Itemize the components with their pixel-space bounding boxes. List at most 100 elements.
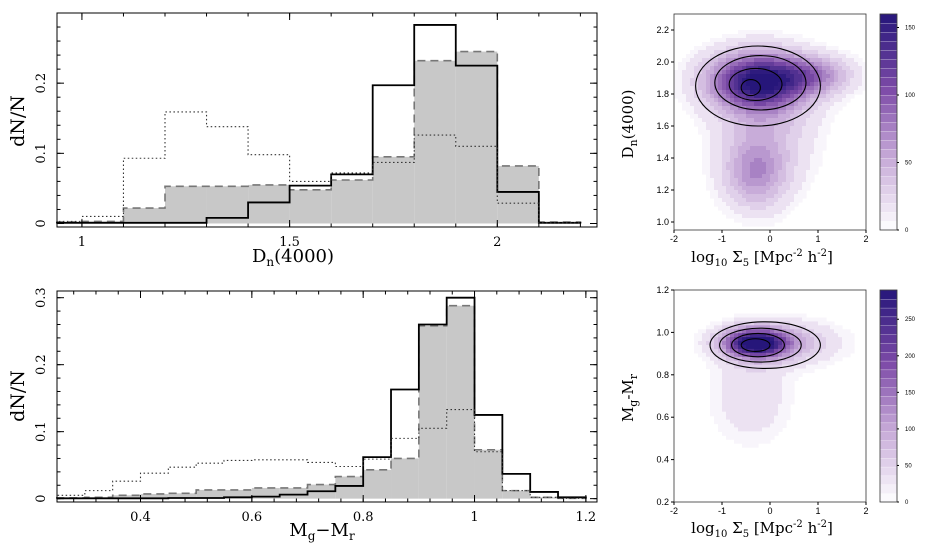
density-cell (778, 122, 783, 127)
density-cell (722, 364, 727, 370)
density-cell (730, 134, 735, 139)
density-cell (826, 90, 831, 95)
hist-bar (123, 208, 165, 224)
density-cell (754, 411, 759, 417)
density-cell (746, 403, 751, 409)
density-cell (710, 368, 715, 374)
density-cell (838, 341, 843, 346)
density-cell (790, 86, 795, 91)
density-cell (742, 134, 747, 139)
density-cell (754, 130, 759, 135)
density-cell (810, 42, 815, 47)
density-cell (774, 198, 779, 203)
density-cell (702, 98, 707, 103)
hist-bar (140, 493, 169, 499)
density-cell (718, 364, 723, 370)
density-cell (722, 154, 727, 159)
density-cell (702, 356, 707, 362)
density-cell (846, 329, 851, 334)
hist-bar (196, 489, 225, 499)
density-cell (730, 399, 735, 405)
density-cell (778, 186, 783, 191)
density-cell (766, 78, 771, 83)
density-cell (714, 150, 719, 155)
density-cell (714, 329, 719, 334)
density-cell (790, 352, 795, 358)
density-cell (762, 218, 767, 223)
density-cell (762, 146, 767, 151)
density-cell (754, 162, 759, 167)
density-cell (850, 94, 855, 99)
density-cell (722, 186, 727, 191)
density-cell (758, 194, 763, 199)
density-cell (738, 130, 743, 135)
density-cell (822, 46, 827, 51)
density-cell (762, 333, 767, 338)
density-cell (714, 82, 719, 87)
density-cell (706, 360, 711, 366)
density-cell (818, 321, 823, 326)
density-cell (710, 411, 715, 417)
density-cell (794, 90, 799, 95)
density-cell (826, 329, 831, 334)
density-cell (758, 313, 763, 319)
density-cell (726, 206, 731, 211)
density-cell (714, 364, 719, 370)
density-cell (746, 134, 751, 139)
density-cell (722, 54, 727, 59)
density-cell (734, 182, 739, 187)
density-cell (738, 70, 743, 75)
density-cell (702, 94, 707, 99)
density-cell (698, 122, 703, 127)
density-cell (678, 82, 683, 87)
density-cell (746, 154, 751, 159)
density-cell (802, 348, 807, 354)
density-cell (766, 66, 771, 71)
density-cell (726, 202, 731, 207)
density-cell (726, 344, 731, 350)
density-cell (782, 46, 787, 51)
density-cell (762, 86, 767, 91)
colorbar-segment (879, 493, 898, 503)
density-cell (702, 90, 707, 95)
density-cell (766, 30, 771, 35)
density-cell (702, 50, 707, 55)
density-cell (814, 126, 819, 131)
density-cell (762, 182, 767, 187)
density-cell (738, 114, 743, 119)
density-cell (734, 150, 739, 155)
density-cell (786, 74, 791, 79)
density-cell (710, 178, 715, 183)
density-cell (742, 313, 747, 319)
density-cell (738, 396, 743, 401)
density-cell (738, 210, 743, 215)
density-cell (794, 317, 799, 323)
hist-bar (289, 189, 332, 224)
density-cell (850, 348, 855, 354)
density-cell (846, 70, 851, 75)
density-cell (746, 106, 751, 111)
density-cell (678, 70, 683, 75)
density-cell (722, 102, 727, 107)
density-cell (750, 439, 755, 444)
density-cell (798, 372, 803, 377)
density-cell (830, 118, 835, 123)
density-cell (778, 403, 783, 409)
density-cell (766, 158, 771, 163)
density-cell (802, 38, 807, 43)
density-cell (730, 388, 735, 393)
density-cell (766, 337, 771, 342)
density-cell (794, 146, 799, 151)
density-cell (722, 150, 727, 155)
density-cell (782, 158, 787, 163)
density-cell (778, 74, 783, 79)
density-cell (838, 329, 843, 334)
density-cell (738, 380, 743, 385)
density-cell (742, 396, 747, 401)
density-cell (742, 178, 747, 183)
density-cell (738, 360, 743, 366)
density-cell (810, 150, 815, 155)
density-cell (718, 360, 723, 366)
colorbar-segment (879, 85, 898, 96)
density-cell (834, 86, 839, 91)
